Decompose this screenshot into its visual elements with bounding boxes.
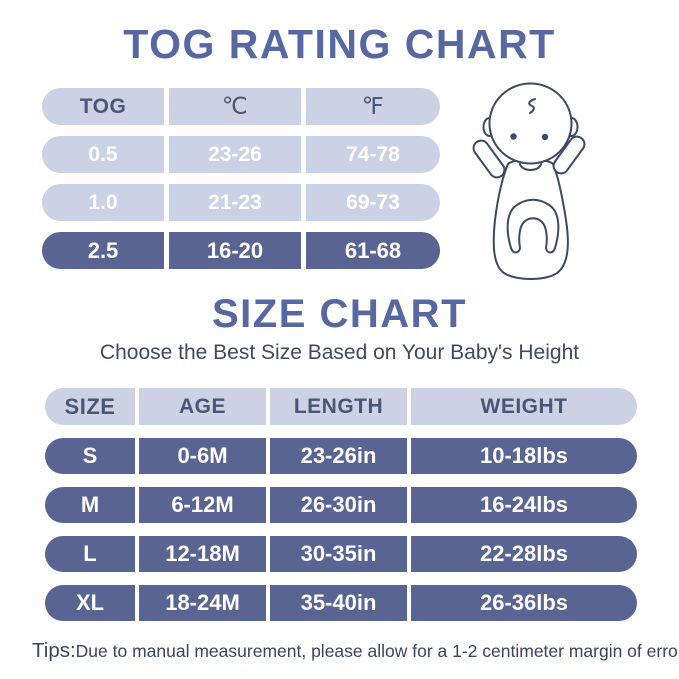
weight-range: 16-24lbs — [411, 487, 637, 523]
size-chart-table: SIZE AGE LENGTH WEIGHT S 0-6M 23-26in 10… — [45, 388, 637, 621]
tog-rating-table: TOG ℃ ℉ 0.5 23-26 74-78 1.0 21-23 69-73 … — [42, 88, 440, 269]
size-chart-title: SIZE CHART — [212, 292, 467, 336]
size-header-length: LENGTH — [270, 388, 407, 425]
size-value: XL — [45, 585, 135, 621]
tips-note: Tips:Due to manual measurement, please a… — [32, 639, 679, 663]
size-header-weight: WEIGHT — [411, 388, 637, 425]
size-value: M — [45, 487, 135, 523]
baby-legs-outline — [506, 198, 560, 254]
age-range: 6-12M — [139, 487, 266, 523]
celsius-range: 16-20 — [169, 232, 301, 269]
tog-value: 0.5 — [42, 136, 164, 173]
weight-range: 10-18lbs — [411, 438, 637, 474]
tog-table-row-2.5-highlighted: 2.5 16-20 61-68 — [42, 232, 440, 269]
size-table-row-s: S 0-6M 23-26in 10-18lbs — [45, 438, 637, 474]
age-range: 0-6M — [139, 438, 266, 474]
tog-table-header-row: TOG ℃ ℉ — [42, 88, 440, 125]
size-value: S — [45, 438, 135, 474]
baby-head — [488, 82, 573, 165]
length-range: 23-26in — [270, 438, 407, 474]
size-header-age: AGE — [139, 388, 266, 425]
weight-range: 22-28lbs — [411, 536, 637, 572]
weight-range: 26-36lbs — [411, 585, 637, 621]
size-chart-subtitle: Choose the Best Size Based on Your Baby'… — [99, 341, 580, 364]
celsius-range: 21-23 — [169, 184, 301, 221]
baby-right-eye — [541, 133, 549, 141]
tog-header-tog: TOG — [42, 88, 164, 125]
size-table-row-xl: XL 18-24M 35-40in 26-36lbs — [45, 585, 637, 621]
tog-chart-title: TOG RATING CHART — [123, 21, 556, 67]
length-range: 35-40in — [270, 585, 407, 621]
baby-left-eye — [510, 133, 517, 140]
tog-header-fahrenheit: ℉ — [306, 88, 440, 125]
tog-value: 1.0 — [42, 184, 164, 221]
celsius-range: 23-26 — [169, 136, 301, 173]
tips-text: Due to manual measurement, please allow … — [75, 641, 679, 661]
size-header-size: SIZE — [45, 388, 135, 425]
tog-value: 2.5 — [42, 232, 164, 269]
age-range: 18-24M — [139, 585, 266, 621]
swaddle-collar — [519, 163, 542, 171]
fahrenheit-range: 74-78 — [306, 136, 440, 173]
tog-table-row-0.5: 0.5 23-26 74-78 — [42, 136, 440, 173]
fahrenheit-range: 61-68 — [306, 232, 440, 269]
length-range: 30-35in — [270, 536, 407, 572]
baby-hair-curl — [528, 98, 536, 114]
size-value: L — [45, 536, 135, 572]
baby-left-arm — [472, 139, 506, 179]
tog-header-celsius: ℃ — [169, 88, 301, 125]
age-range: 12-18M — [139, 536, 266, 572]
size-table-header-row: SIZE AGE LENGTH WEIGHT — [45, 388, 637, 425]
baby-right-arm — [552, 135, 586, 175]
size-table-row-l: L 12-18M 30-35in 22-28lbs — [45, 536, 637, 572]
length-range: 26-30in — [270, 487, 407, 523]
fahrenheit-range: 69-73 — [306, 184, 440, 221]
tog-table-row-1.0: 1.0 21-23 69-73 — [42, 184, 440, 221]
size-table-row-m: M 6-12M 26-30in 16-24lbs — [45, 487, 637, 523]
swaddled-baby-illustration — [472, 82, 586, 280]
tips-label: Tips: — [32, 639, 76, 662]
